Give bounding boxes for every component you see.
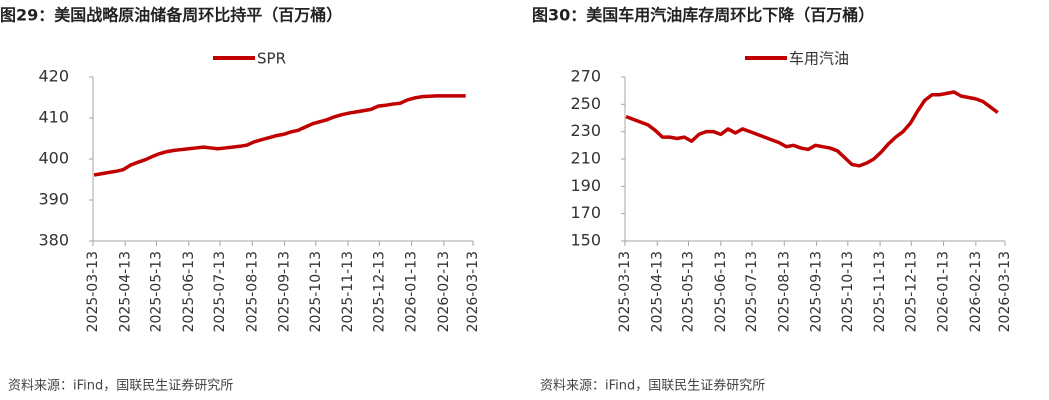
y-tick-label: 170 [570, 203, 601, 222]
x-tick-label: 2025-03-13 [617, 251, 633, 332]
chart-title: 图30：美国车用汽油库存周环比下降（百万桶） [532, 6, 874, 25]
x-tick-label: 2025-12-13 [903, 251, 919, 332]
x-tick-label: 2025-04-13 [649, 251, 665, 332]
data-line [93, 94, 466, 177]
data-line [625, 90, 999, 168]
x-tick-label: 2026-01-13 [404, 251, 420, 332]
y-tick-label: 150 [570, 231, 601, 250]
x-tick-label: 2026-03-13 [997, 251, 1013, 332]
x-tick-label: 2025-05-13 [681, 251, 697, 332]
y-tick-label: 380 [38, 231, 69, 250]
x-tick-label: 2025-05-13 [149, 251, 165, 332]
y-tick-label: 390 [38, 190, 69, 209]
x-tick-label: 2025-11-13 [872, 251, 888, 332]
y-tick-label: 190 [570, 176, 601, 195]
y-tick-label: 230 [570, 121, 601, 140]
source-note: 资料来源：iFind，国联民生证券研究所 [8, 378, 233, 394]
y-tick-label: 420 [38, 67, 69, 86]
x-tick-label: 2025-06-13 [181, 251, 197, 332]
legend-label: 车用汽油 [789, 50, 849, 68]
x-tick-label: 2025-11-13 [340, 251, 356, 332]
x-tick-label: 2025-07-13 [212, 251, 228, 332]
x-tick-label: 2025-03-13 [85, 251, 101, 332]
source-note: 资料来源：iFind，国联民生证券研究所 [540, 378, 765, 394]
x-tick-label: 2026-02-13 [968, 251, 984, 332]
x-tick-label: 2025-09-13 [809, 251, 825, 332]
x-tick-label: 2026-03-13 [465, 251, 481, 332]
y-tick-label: 270 [570, 67, 601, 86]
chart-panel: 图29：美国战略原油储备周环比持平（百万桶） 资料来源：iFind，国联民生证券研… [0, 6, 481, 394]
x-tick-label: 2025-09-13 [277, 251, 293, 332]
y-tick-label: 210 [570, 149, 601, 168]
y-tick-label: 410 [38, 108, 69, 127]
chart-panel: 图30：美国车用汽油库存周环比下降（百万桶） 资料来源：iFind，国联民生证券研… [532, 6, 1013, 394]
x-tick-label: 2026-02-13 [436, 251, 452, 332]
x-tick-label: 2025-07-13 [744, 251, 760, 332]
y-tick-label: 400 [38, 149, 69, 168]
x-tick-label: 2026-01-13 [936, 251, 952, 332]
x-tick-label: 2025-12-13 [371, 251, 387, 332]
x-tick-label: 2025-04-13 [117, 251, 133, 332]
x-tick-label: 2025-06-13 [713, 251, 729, 332]
chart-title: 图29：美国战略原油储备周环比持平（百万桶） [0, 6, 342, 25]
x-tick-label: 2025-08-13 [776, 251, 792, 332]
x-tick-label: 2025-08-13 [244, 251, 260, 332]
y-tick-label: 250 [570, 94, 601, 113]
x-tick-label: 2025-10-13 [840, 251, 856, 332]
legend-label: SPR [257, 50, 286, 68]
x-tick-label: 2025-10-13 [308, 251, 324, 332]
